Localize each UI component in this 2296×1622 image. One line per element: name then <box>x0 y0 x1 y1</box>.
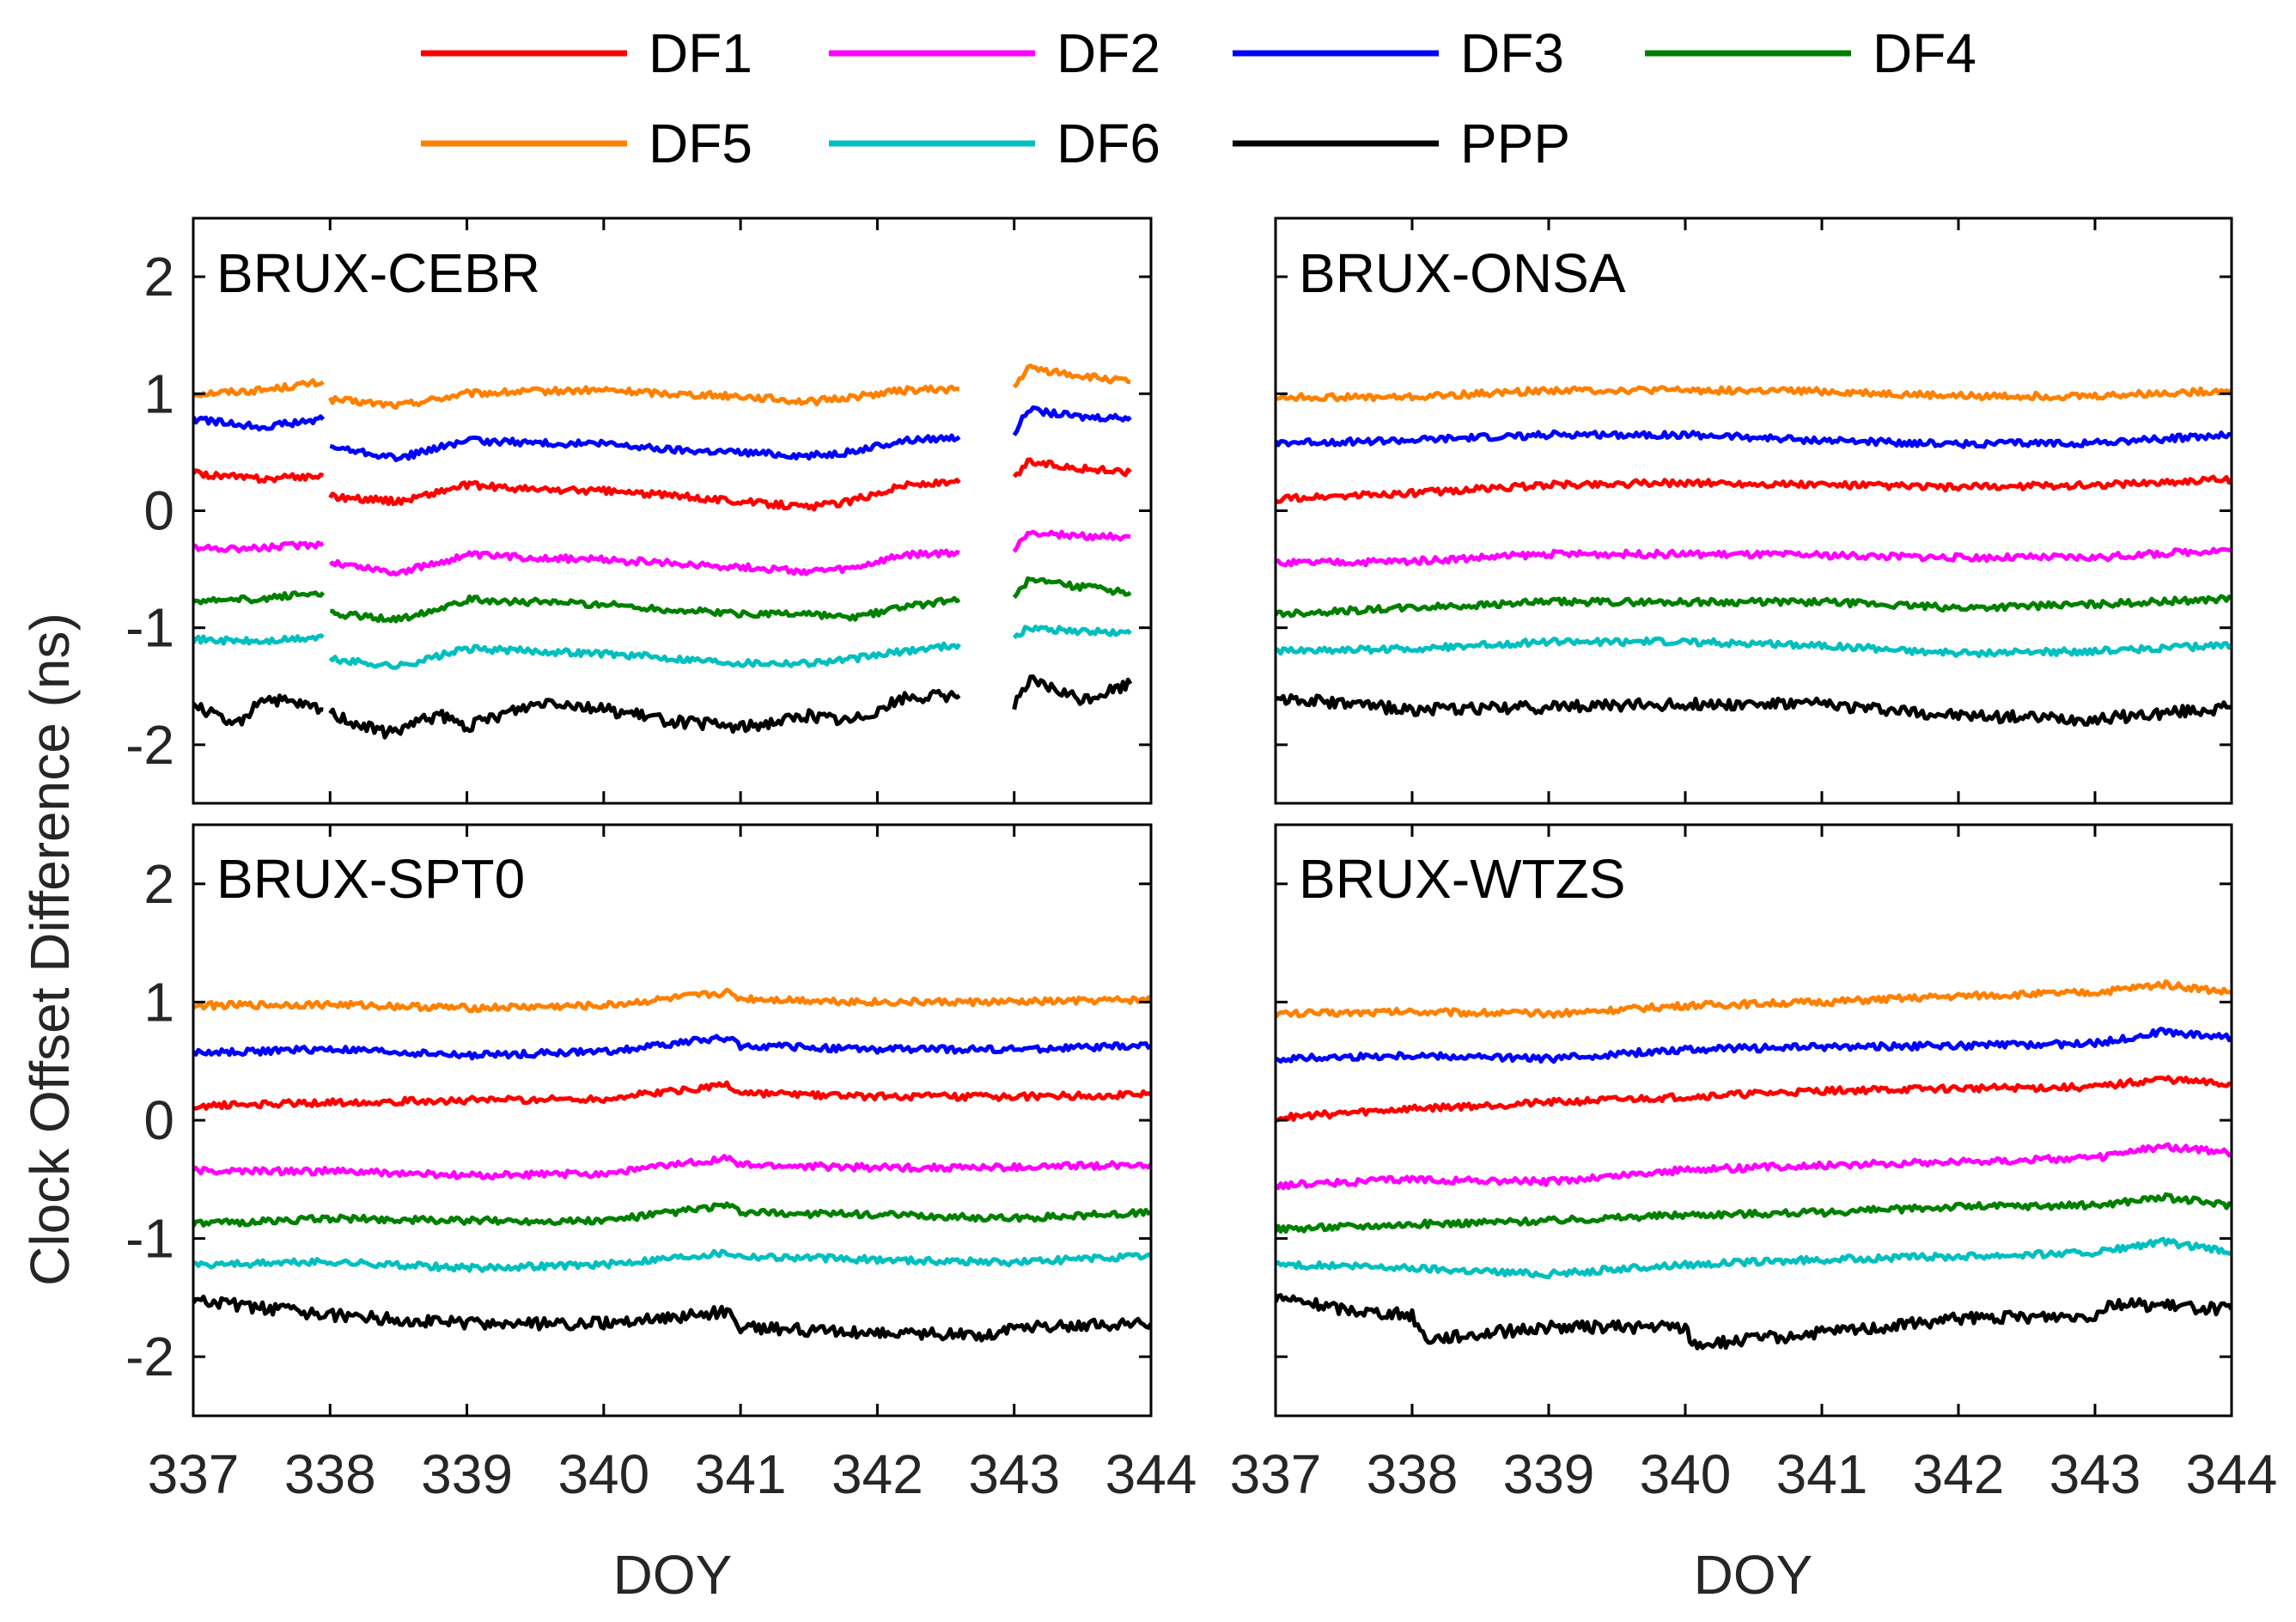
legend-label: DF1 <box>649 22 752 84</box>
series-line-df6 <box>193 1248 1151 1273</box>
legend-item-df6: DF6 <box>829 113 1160 174</box>
series-line-df5 <box>1276 979 2232 1019</box>
series-line-df1 <box>328 478 961 512</box>
series-line-df2 <box>193 1154 1151 1181</box>
series-line-ppp <box>328 688 961 740</box>
series-line-df1 <box>1276 1075 2232 1123</box>
x-tick-label: 338 <box>1367 1443 1459 1505</box>
legend-item-df5: DF5 <box>421 113 752 174</box>
y-tick-label: 2 <box>143 853 174 915</box>
panel-brux-wtzs: 337 338 339 340 341 342 343 344 BRUX-WTZS <box>1230 823 2278 1505</box>
legend-label: DF5 <box>649 113 752 174</box>
y-tick-label: 2 <box>143 246 174 308</box>
panel-brux-cebr: 2 1 0 -1 -2 BRUX-CEBR <box>125 216 1153 805</box>
panel-brux-spt0: 2 1 0 -1 -2 337 338 339 340 341 342 343 344 BRUX-SPT0 <box>125 823 1197 1505</box>
y-tick-label: -2 <box>125 714 174 776</box>
series-line-df4 <box>193 590 326 606</box>
series-line-ppp <box>1276 692 2232 727</box>
y-tick-label: -1 <box>125 597 174 659</box>
series-line-df6 <box>193 633 325 646</box>
series-line-df1 <box>1012 457 1132 479</box>
series-line-df5 <box>328 384 960 411</box>
panel-title: BRUX-WTZS <box>1299 848 1625 910</box>
series-line-df1 <box>1276 474 2232 504</box>
legend-label: DF2 <box>1057 22 1160 84</box>
series-line-df5 <box>193 987 1151 1014</box>
series-line-df1 <box>193 468 325 485</box>
series-line-df4 <box>330 594 961 624</box>
series-line-df2 <box>193 540 325 554</box>
panel-title: BRUX-CEBR <box>216 242 540 304</box>
series-line-df2 <box>1012 529 1131 553</box>
legend-item-df1: DF1 <box>421 22 752 84</box>
series-line-df5 <box>193 378 325 399</box>
y-tick-label: 0 <box>143 480 174 542</box>
y-axis-title: Clock Offset Difference (ns) <box>19 613 81 1286</box>
series-line-df6 <box>1012 625 1132 640</box>
x-tick-label: 338 <box>284 1443 376 1505</box>
legend-item-df4: DF4 <box>1645 22 1976 84</box>
y-tick-label: -2 <box>125 1326 174 1387</box>
series-line-df1 <box>193 1080 1151 1111</box>
series-line-df6 <box>328 641 962 670</box>
series-line-ppp <box>193 693 324 727</box>
series-line-df3 <box>329 433 961 462</box>
series-line-df6 <box>1276 636 2232 659</box>
series-line-df3 <box>1276 1027 2232 1064</box>
x-tick-label: 342 <box>831 1443 923 1505</box>
x-tick-label: 340 <box>1640 1443 1732 1505</box>
series-line-df4 <box>1276 1192 2232 1235</box>
x-tick-label: 337 <box>148 1443 240 1505</box>
series-line-df4 <box>1276 594 2232 619</box>
x-tick-label: 339 <box>1503 1443 1595 1505</box>
x-tick-label: 342 <box>1913 1443 2005 1505</box>
series-line-df5 <box>1276 385 2232 403</box>
x-tick-label: 339 <box>421 1443 513 1505</box>
x-tick-label: 341 <box>1776 1443 1868 1505</box>
series-line-df3 <box>1012 405 1132 436</box>
x-axis-title-left: DOY <box>613 1544 733 1606</box>
series-line-df2 <box>1276 1142 2232 1191</box>
series-line-df3 <box>1276 429 2232 449</box>
series-line-df3 <box>193 414 326 432</box>
legend-item-ppp: PPP <box>1233 113 1570 174</box>
series-line-df4 <box>193 1201 1151 1228</box>
series-line-ppp <box>1012 674 1133 710</box>
y-tick-label: 1 <box>143 971 174 1033</box>
series-line-ppp <box>1276 1293 2232 1351</box>
y-tick-label: -1 <box>125 1208 174 1270</box>
x-tick-label: 341 <box>695 1443 787 1505</box>
legend-label: DF4 <box>1873 22 1976 84</box>
y-tick-label: 1 <box>143 363 174 424</box>
series-line-df4 <box>1012 576 1132 600</box>
x-tick-label: 340 <box>557 1443 649 1505</box>
series-line-df5 <box>1012 363 1131 389</box>
series-line-df2 <box>328 548 960 577</box>
legend-item-df2: DF2 <box>829 22 1160 84</box>
series-line-ppp <box>193 1294 1151 1343</box>
x-axis-title-right: DOY <box>1694 1544 1813 1606</box>
legend-label: DF6 <box>1057 113 1160 174</box>
x-tick-label: 337 <box>1230 1443 1322 1505</box>
series-line-df2 <box>1276 546 2232 568</box>
y-tick-label: 0 <box>143 1089 174 1151</box>
x-tick-label: 344 <box>1105 1443 1197 1505</box>
series-line-df6 <box>1276 1236 2232 1280</box>
series-line-df3 <box>193 1034 1151 1061</box>
panel-title: BRUX-ONSA <box>1299 242 1626 304</box>
legend-label: DF3 <box>1460 22 1564 84</box>
legend: DF1 DF2 DF3 DF4 DF5 DF6 PPP <box>421 22 1976 174</box>
panel-brux-onsa: BRUX-ONSA <box>1274 216 2233 805</box>
legend-item-df3: DF3 <box>1233 22 1564 84</box>
x-tick-label: 343 <box>2049 1443 2141 1505</box>
x-tick-label: 343 <box>968 1443 1060 1505</box>
x-tick-label: 344 <box>2186 1443 2278 1505</box>
panel-title: BRUX-SPT0 <box>216 848 525 910</box>
legend-label: PPP <box>1460 113 1570 174</box>
